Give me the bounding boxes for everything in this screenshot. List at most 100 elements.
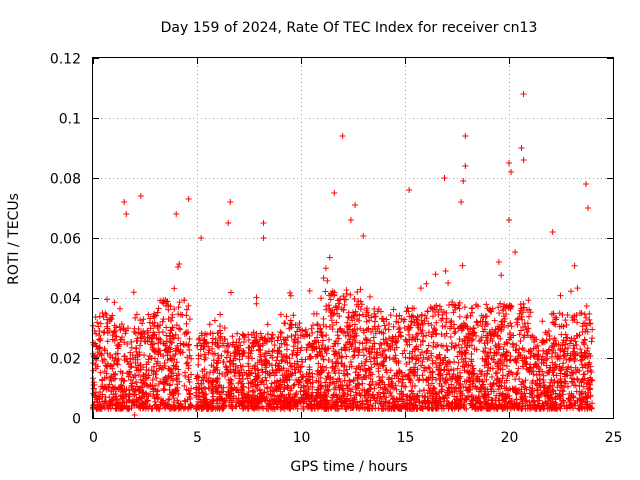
data-point xyxy=(451,358,458,365)
data-point xyxy=(517,307,524,314)
data-point xyxy=(545,328,552,335)
data-point xyxy=(433,319,440,326)
data-point xyxy=(185,342,192,349)
data-point xyxy=(465,393,472,400)
data-point xyxy=(151,322,158,329)
data-point xyxy=(557,375,564,382)
data-point xyxy=(475,393,482,400)
data-point xyxy=(157,362,164,369)
data-point xyxy=(327,313,334,320)
data-point xyxy=(560,397,567,404)
data-point xyxy=(430,385,437,392)
data-point xyxy=(101,400,108,407)
data-point xyxy=(363,313,370,320)
data-point xyxy=(185,362,192,369)
data-point xyxy=(572,399,579,406)
data-point xyxy=(135,387,142,394)
data-point xyxy=(487,306,494,313)
data-point xyxy=(387,312,394,319)
data-point xyxy=(405,331,412,338)
data-point xyxy=(129,386,136,393)
data-point xyxy=(314,321,321,328)
data-point xyxy=(121,357,128,364)
data-point xyxy=(315,339,322,346)
data-point xyxy=(504,349,511,356)
data-point xyxy=(408,396,415,403)
data-point xyxy=(522,393,529,400)
data-point xyxy=(404,405,411,412)
data-point xyxy=(166,333,173,340)
data-point xyxy=(169,324,176,331)
data-point xyxy=(245,392,252,399)
data-point xyxy=(180,341,187,348)
data-point xyxy=(424,404,431,411)
data-point xyxy=(385,321,392,328)
data-point xyxy=(155,381,162,388)
data-point xyxy=(433,353,440,360)
data-point xyxy=(162,342,169,349)
data-point xyxy=(495,258,502,265)
data-point xyxy=(493,380,500,387)
data-point xyxy=(420,377,427,384)
data-point xyxy=(393,396,400,403)
data-point xyxy=(325,356,332,363)
data-point xyxy=(505,399,512,406)
data-point xyxy=(518,381,525,388)
data-point xyxy=(482,401,489,408)
data-point xyxy=(469,309,476,316)
data-point xyxy=(572,338,579,345)
data-point xyxy=(349,354,356,361)
data-point xyxy=(297,332,304,339)
data-point xyxy=(149,333,156,340)
data-point xyxy=(317,328,324,335)
data-point xyxy=(274,378,281,385)
data-point xyxy=(315,387,322,394)
data-point xyxy=(221,324,228,331)
data-point xyxy=(557,367,564,374)
data-point xyxy=(484,305,491,312)
data-point xyxy=(461,304,468,311)
data-point xyxy=(464,323,471,330)
data-point xyxy=(291,336,298,343)
data-point xyxy=(413,343,420,350)
data-point xyxy=(171,306,178,313)
data-point xyxy=(388,392,395,399)
data-point xyxy=(237,378,244,385)
data-point xyxy=(255,396,262,403)
data-point xyxy=(307,353,314,360)
data-point xyxy=(138,335,145,342)
data-point xyxy=(452,302,459,309)
data-point xyxy=(428,350,435,357)
data-point xyxy=(209,350,216,357)
data-point xyxy=(200,398,207,405)
data-point xyxy=(280,386,287,393)
data-point xyxy=(404,392,411,399)
data-point xyxy=(390,323,397,330)
data-point xyxy=(302,356,309,363)
data-point xyxy=(209,389,216,396)
data-point xyxy=(336,313,343,320)
data-point xyxy=(352,202,359,208)
data-point xyxy=(228,377,235,384)
data-point xyxy=(488,383,495,390)
data-point xyxy=(197,396,204,403)
data-point xyxy=(520,324,527,331)
data-point xyxy=(551,342,558,349)
data-point xyxy=(587,381,594,388)
data-point xyxy=(400,383,407,390)
data-point xyxy=(557,345,564,352)
data-point xyxy=(123,327,130,334)
data-point xyxy=(342,347,349,354)
data-point xyxy=(119,404,126,411)
data-point xyxy=(584,404,591,411)
data-point xyxy=(229,405,236,412)
data-point xyxy=(168,356,175,363)
data-point xyxy=(346,363,353,370)
data-point xyxy=(411,346,418,353)
data-point xyxy=(473,346,480,353)
data-point xyxy=(512,376,519,383)
data-point xyxy=(300,405,307,412)
data-point xyxy=(479,378,486,385)
data-point xyxy=(240,338,247,345)
data-point xyxy=(201,356,208,363)
